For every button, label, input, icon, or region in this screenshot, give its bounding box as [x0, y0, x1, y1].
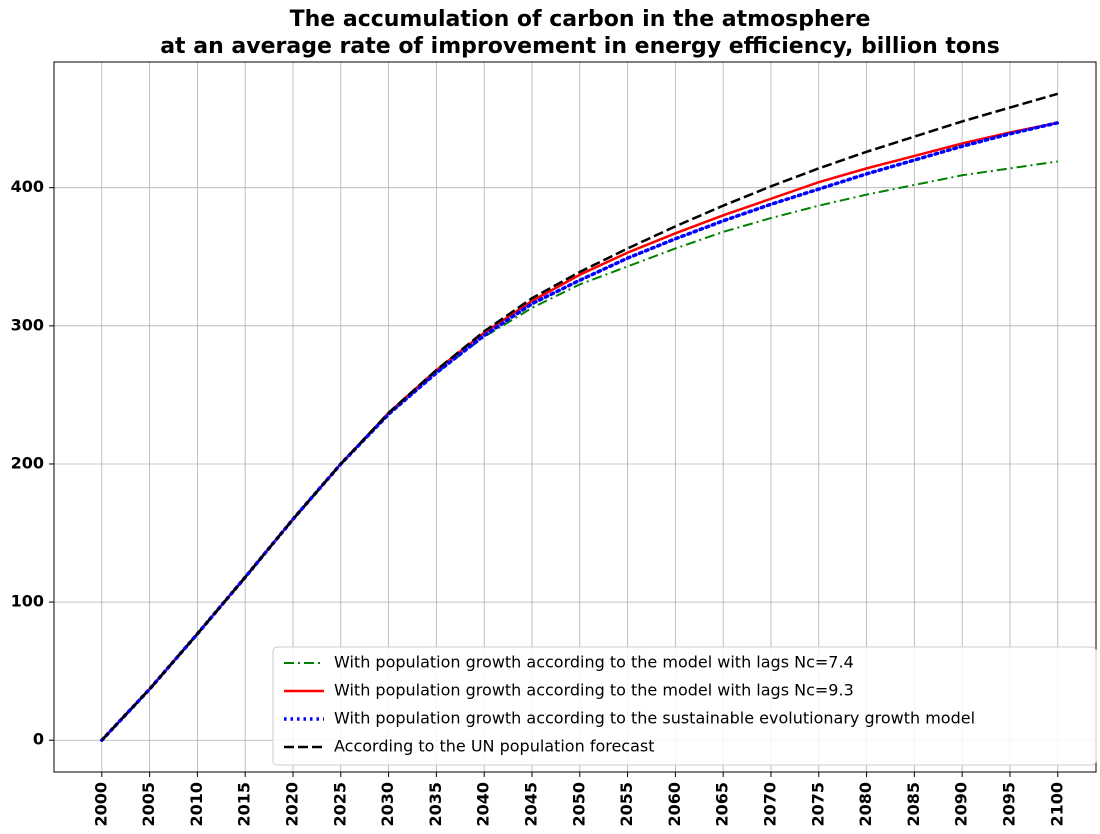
x-tick-label: 2040	[474, 782, 493, 827]
legend-label: With population growth according to the …	[334, 709, 975, 728]
chart-title: The accumulation of carbon in the atmosp…	[290, 7, 871, 32]
x-tick-label: 2080	[856, 782, 875, 827]
x-tick-label: 2030	[378, 782, 397, 827]
y-tick-label: 100	[11, 592, 44, 611]
x-tick-label: 2045	[521, 782, 540, 827]
x-tick-label: 2070	[760, 782, 779, 827]
x-tick-label: 2005	[139, 782, 158, 827]
y-tick-label: 0	[33, 730, 44, 749]
x-tick-label: 2020	[282, 782, 301, 827]
x-tick-label: 2015	[235, 782, 254, 827]
x-tick-label: 2095	[999, 782, 1018, 827]
legend-label: With population growth according to the …	[334, 681, 854, 700]
x-tick-label: 2085	[904, 782, 923, 827]
chart-title: at an average rate of improvement in ene…	[160, 34, 1000, 59]
x-tick-label: 2025	[330, 782, 349, 827]
x-tick-label: 2075	[808, 782, 827, 827]
y-tick-label: 300	[11, 315, 44, 334]
legend-label: With population growth according to the …	[334, 653, 854, 672]
x-tick-label: 2055	[617, 782, 636, 827]
series-line	[100, 92, 1059, 742]
x-tick-label: 2050	[569, 782, 588, 827]
plot-frame	[53, 61, 1097, 773]
y-tick-label: 400	[11, 177, 44, 196]
y-tick-label: 200	[11, 453, 44, 472]
x-tick-label: 2065	[713, 782, 732, 827]
x-tick-label: 2035	[426, 782, 445, 827]
x-tick-label: 2060	[665, 782, 684, 827]
legend-box	[272, 646, 1097, 766]
legend: With population growth according to the …	[272, 646, 1097, 766]
legend-label: According to the UN population forecast	[334, 737, 655, 756]
x-tick-label: 2000	[91, 782, 110, 827]
x-tick-label: 2100	[1047, 782, 1066, 827]
x-tick-label: 2090	[952, 782, 971, 827]
x-tick-label: 2010	[187, 782, 206, 827]
